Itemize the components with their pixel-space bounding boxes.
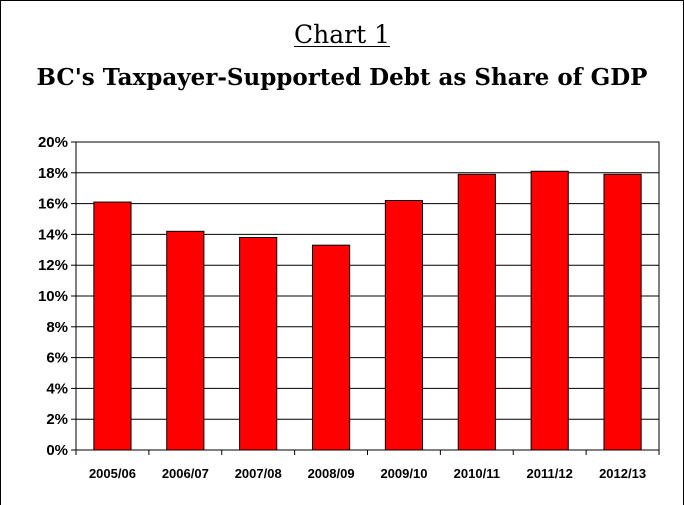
chart-number: Chart 1 <box>294 20 390 49</box>
y-tick-label: 0% <box>46 442 68 459</box>
x-tick-label: 2005/06 <box>89 466 136 481</box>
bar <box>530 170 569 451</box>
y-tick-label: 20% <box>38 134 68 151</box>
chart-title: BC's Taxpayer-Supported Debt as Share of… <box>36 64 648 91</box>
x-axis: 2005/06 2006/07 2007/08 2008/09 2009/10 2010/… <box>75 450 660 481</box>
y-axis: 0% 2% 4% 6% 8% 10% 12% 14% 16% 18% 20% <box>38 134 76 459</box>
y-tick-label: 10% <box>38 288 68 305</box>
y-tick-label: 8% <box>46 319 68 336</box>
y-tick-label: 12% <box>38 257 68 274</box>
gridlines <box>76 172 659 420</box>
y-tick-label: 14% <box>38 226 68 243</box>
x-tick-label: 2010/11 <box>454 466 500 481</box>
bar <box>457 173 496 451</box>
x-tick-label: 2012/13 <box>599 466 646 481</box>
bar <box>166 230 205 451</box>
bar <box>384 200 424 451</box>
x-tick-label: 2009/10 <box>380 466 427 481</box>
bars <box>93 170 642 451</box>
y-tick-label: 16% <box>38 196 68 213</box>
x-tick-label: 2008/09 <box>308 466 355 481</box>
y-tick-label: 2% <box>46 411 68 428</box>
bar <box>603 173 642 451</box>
y-tick-label: 4% <box>46 380 68 397</box>
x-tick-label: 2006/07 <box>162 466 209 481</box>
y-tick-label: 6% <box>46 350 68 367</box>
bar <box>311 244 351 451</box>
y-tick-label: 18% <box>38 165 68 182</box>
x-tick-label: 2007/08 <box>235 466 282 481</box>
bar <box>239 236 278 451</box>
x-tick-label: 2011/12 <box>527 466 573 481</box>
bar <box>93 201 132 451</box>
